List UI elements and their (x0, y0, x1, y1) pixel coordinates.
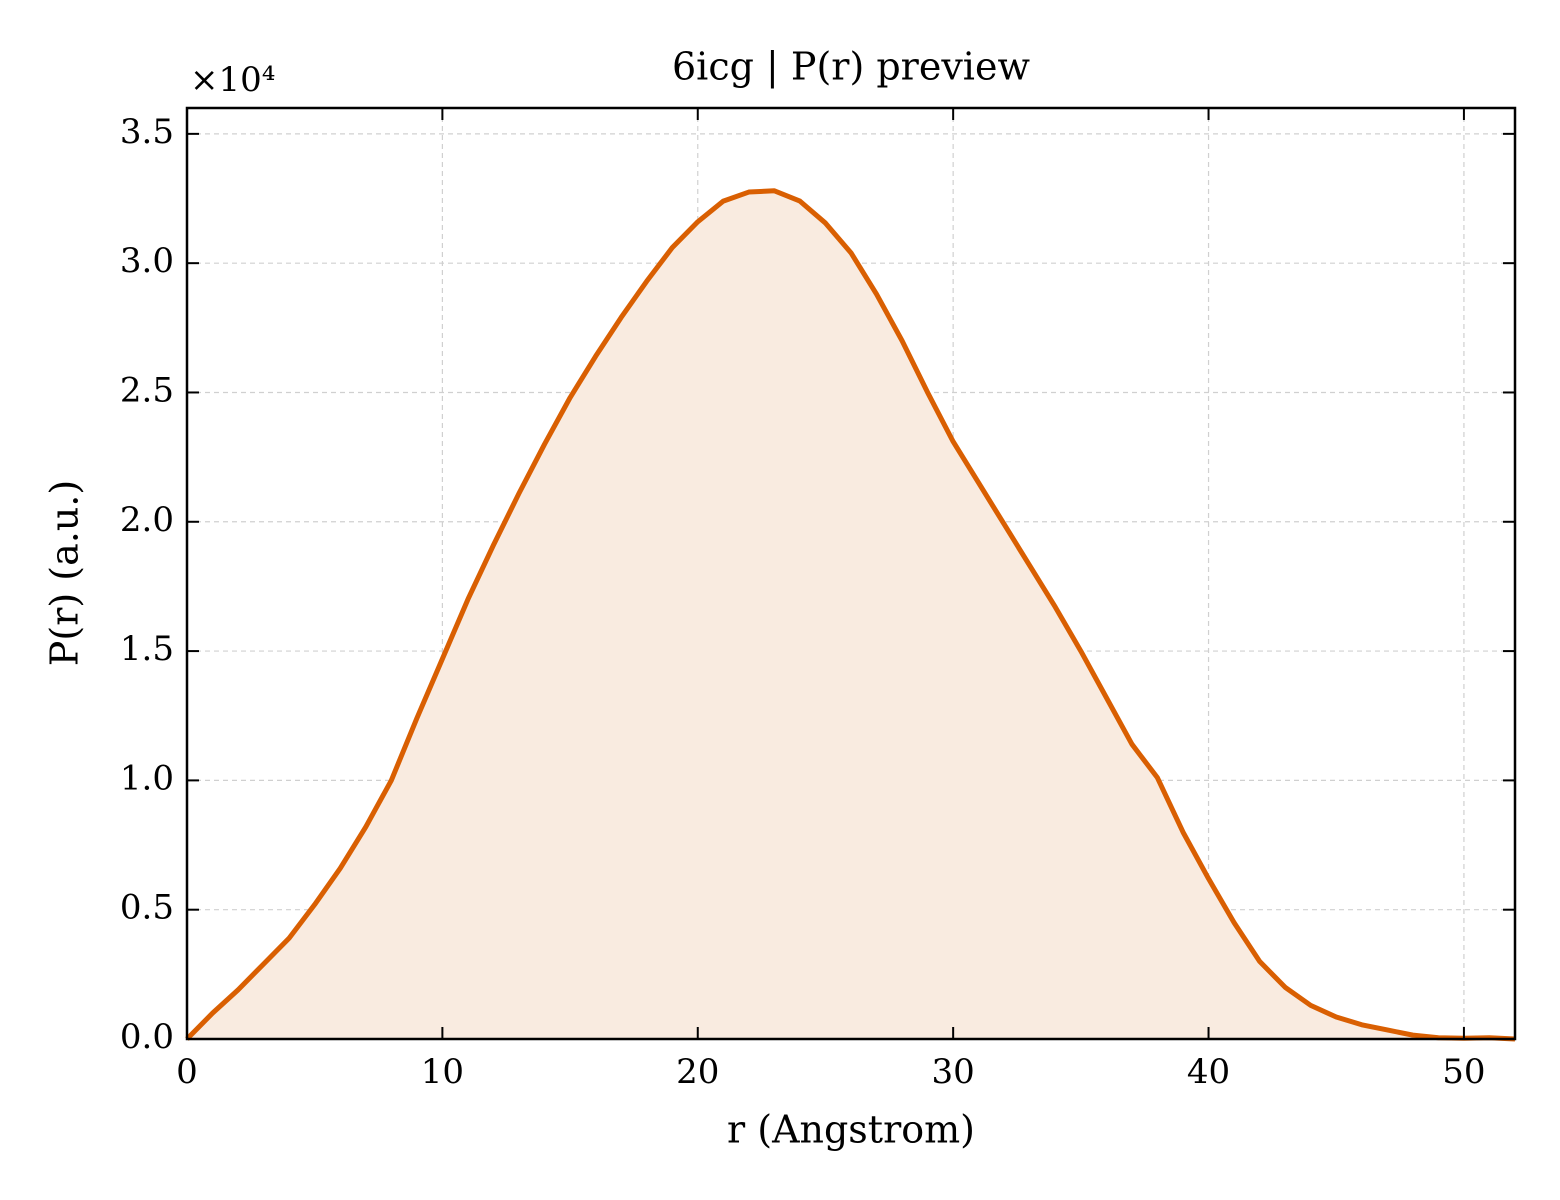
y-tick-label: 1.0 (120, 758, 174, 798)
y-tick-label: 1.5 (120, 629, 174, 669)
y-tick-label: 2.5 (120, 370, 174, 410)
x-tick-label: 50 (1442, 1052, 1485, 1092)
chart-title: 6icg | P(r) preview (672, 45, 1030, 89)
y-tick-label: 0.5 (120, 888, 174, 928)
y-tick-label: 0.0 (120, 1017, 174, 1057)
x-axis-label: r (Angstrom) (727, 1108, 975, 1152)
x-tick-label: 40 (1187, 1052, 1230, 1092)
x-tick-label: 20 (676, 1052, 719, 1092)
line (185, 188, 1516, 1042)
y-offset-label: ×10⁴ (190, 60, 275, 100)
x-tick-label: 10 (421, 1052, 464, 1092)
y-axis-label: P(r) (a.u.) (43, 480, 87, 666)
y-tick-label: 3.5 (120, 112, 174, 152)
y-tick-label: 2.0 (120, 500, 174, 540)
x-tick-label: 0 (176, 1052, 198, 1092)
x-tick-label: 30 (932, 1052, 975, 1092)
area-fill (187, 190, 1515, 1039)
plot-frame (185, 106, 1517, 1041)
y-tick-label: 3.0 (120, 241, 174, 281)
